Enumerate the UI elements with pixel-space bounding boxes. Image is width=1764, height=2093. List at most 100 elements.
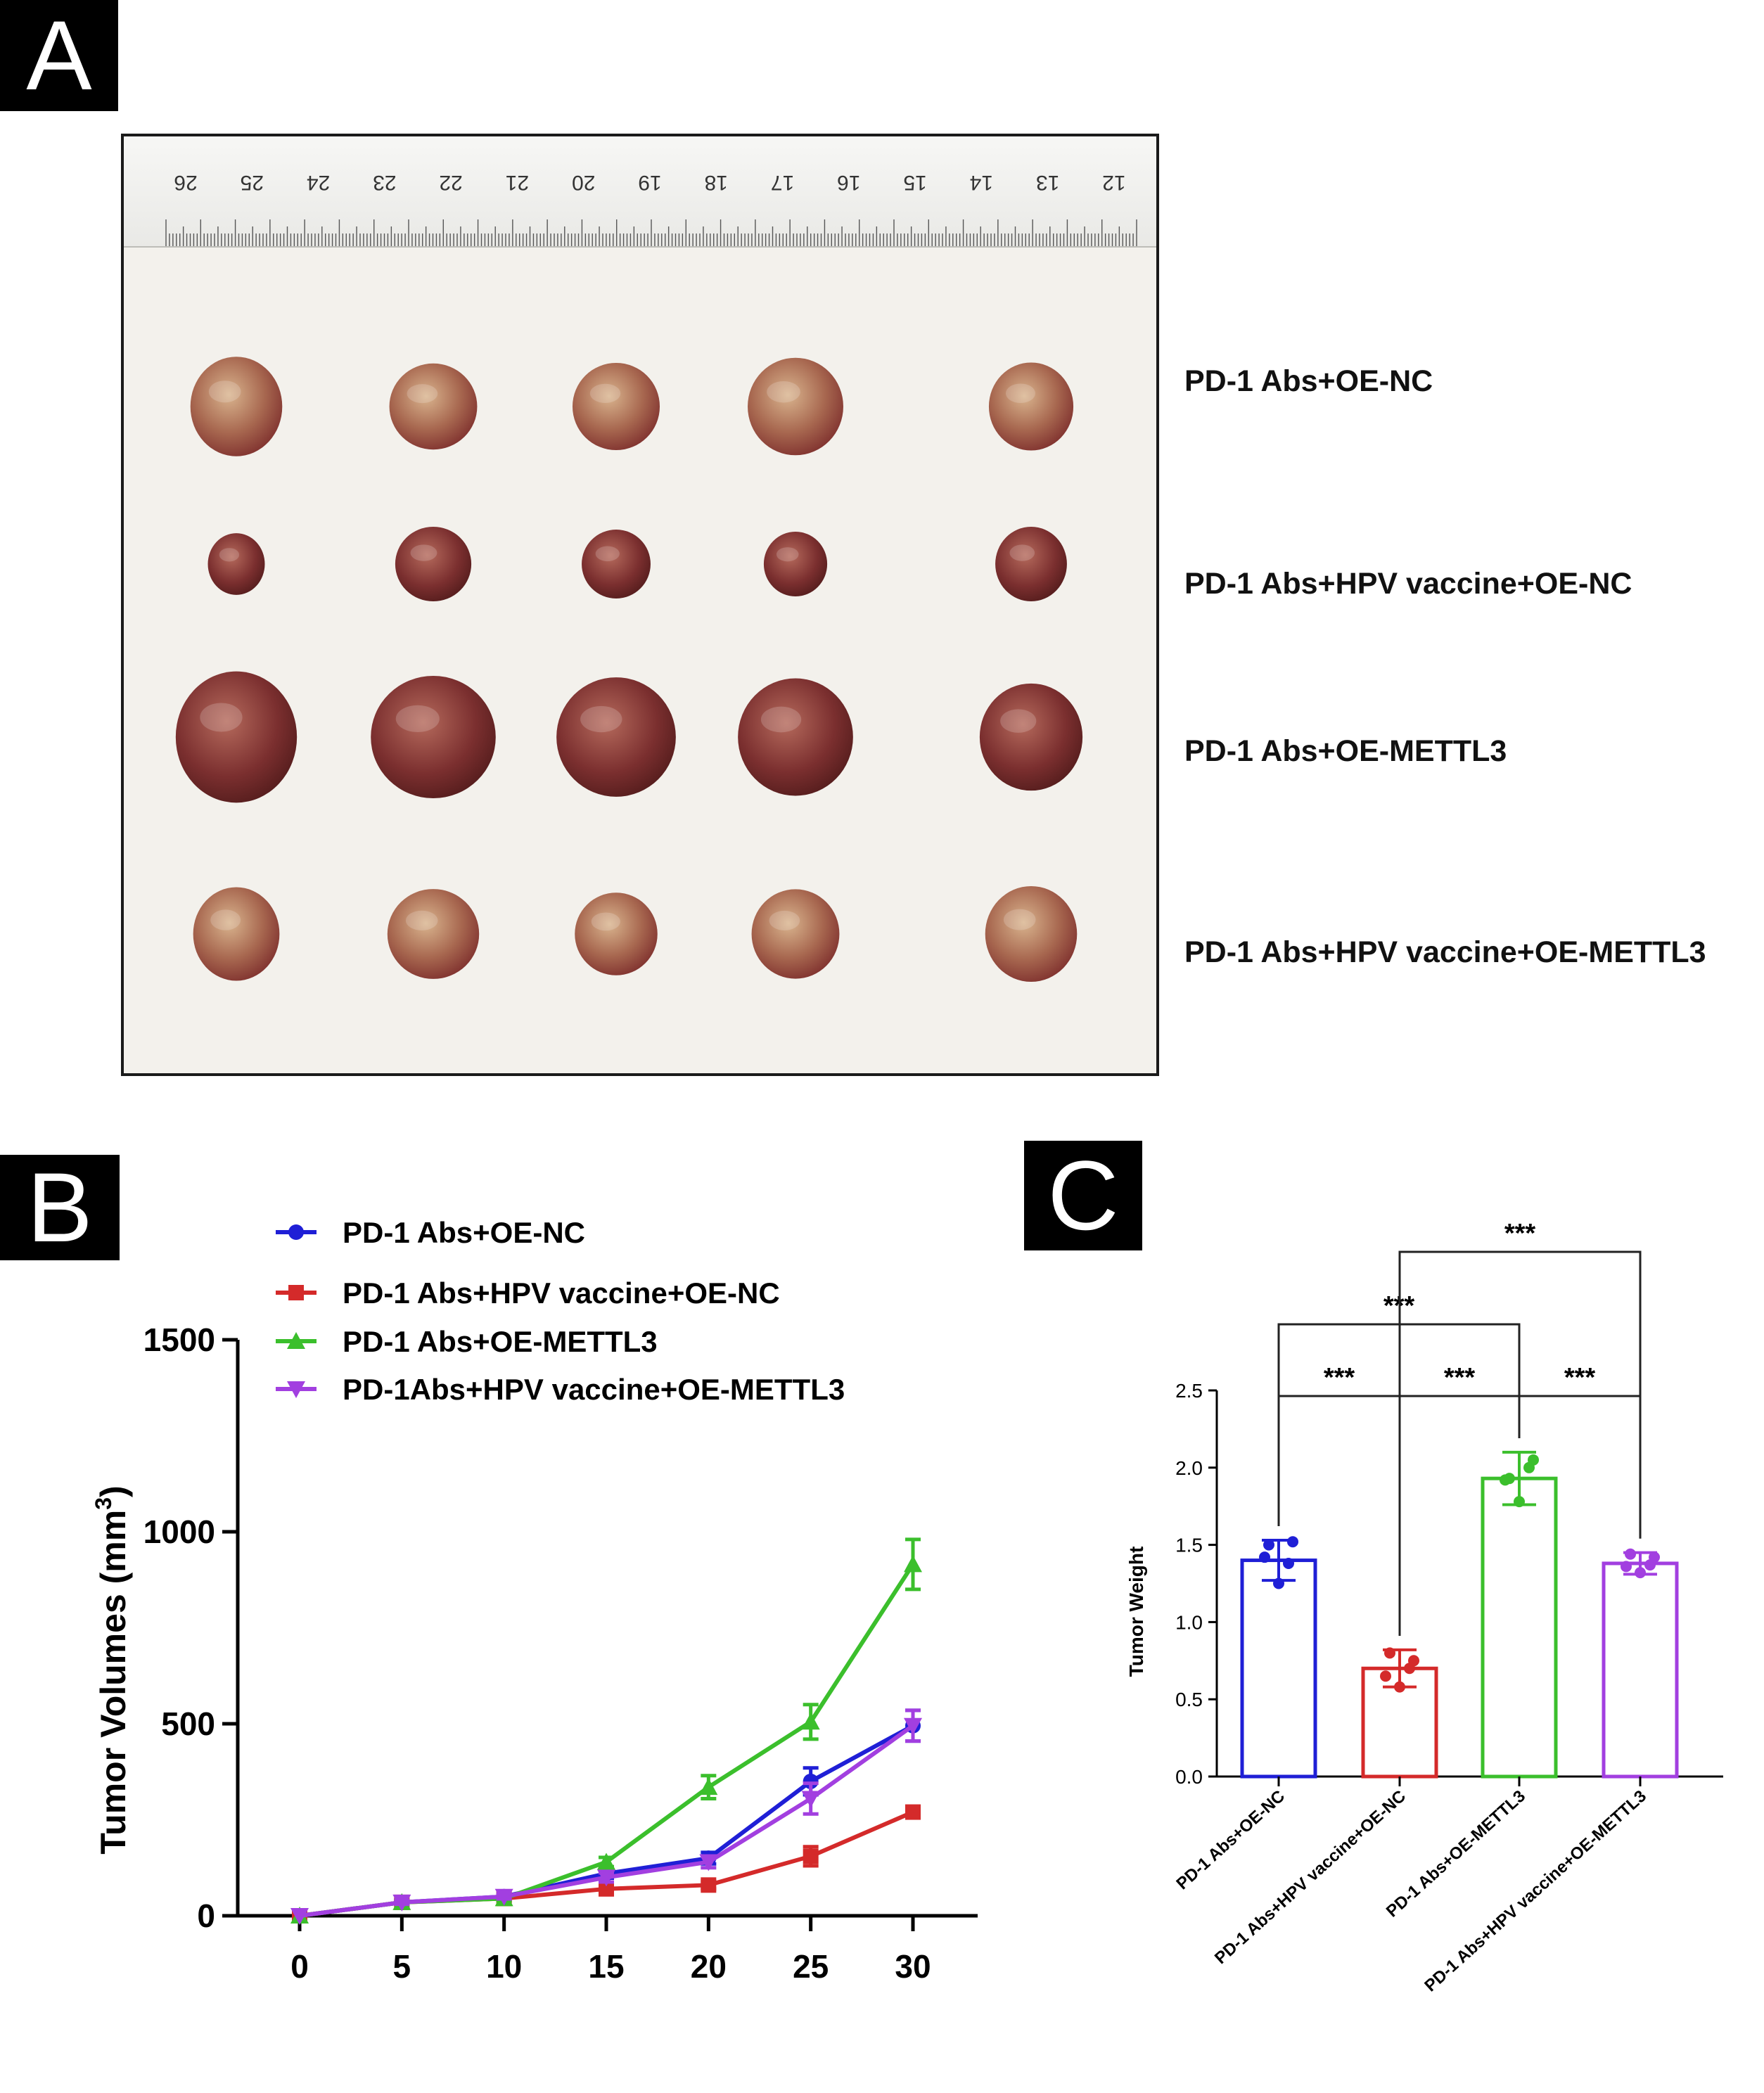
tumor-body xyxy=(748,357,843,456)
bracket-line xyxy=(1518,1395,1642,1539)
tumor-highlight xyxy=(580,705,622,733)
significance-label: *** xyxy=(1324,1363,1355,1393)
panel-a-label: A xyxy=(0,0,118,111)
ruler-number: 20 xyxy=(572,171,595,194)
tumor-body xyxy=(572,362,660,451)
significance-bracket-5: *** xyxy=(1398,1219,1642,1636)
tumor-highlight xyxy=(1005,383,1036,403)
tumor-body xyxy=(763,532,828,596)
tumor-highlight xyxy=(591,912,620,931)
data-point xyxy=(1408,1655,1419,1667)
ruler-number: 25 xyxy=(241,171,264,194)
tumor-highlight xyxy=(767,380,800,403)
tumor-highlight xyxy=(219,548,240,562)
y-tick-label: 2.0 xyxy=(1175,1457,1203,1479)
bar xyxy=(1602,1561,1679,1779)
x-tick-label: 10 xyxy=(486,1948,522,1985)
data-point xyxy=(290,1908,309,1925)
tumor-highlight xyxy=(395,705,440,733)
significance-bracket-2: *** xyxy=(1398,1363,1521,1636)
data-point xyxy=(392,1894,411,1912)
tumor-highlight xyxy=(589,383,621,404)
tumor-sample xyxy=(387,889,480,979)
tumor-highlight xyxy=(769,910,800,930)
tumor-highlight xyxy=(405,910,438,930)
data-point xyxy=(1528,1454,1539,1466)
ruler: 26 25 24 23 22 21 20 19 18 17 16 15 14 13 12 xyxy=(124,136,1156,248)
data-point xyxy=(905,1804,921,1820)
ruler-ticks: 26 25 24 23 22 21 20 19 18 17 16 15 14 13 12 xyxy=(165,171,1137,246)
y-tick-label: 2.5 xyxy=(1175,1380,1203,1402)
ruler-number: 14 xyxy=(970,171,993,194)
legend-label: PD-1Abs+HPV vaccine+OE-METTL3 xyxy=(343,1373,845,1406)
tumor-body xyxy=(190,357,283,456)
ruler-number: 23 xyxy=(373,171,396,194)
data-point xyxy=(597,1852,615,1870)
data-point xyxy=(1625,1548,1636,1560)
bracket-line xyxy=(1277,1395,1401,1636)
data-point xyxy=(801,1713,820,1730)
data-point xyxy=(1394,1681,1405,1693)
tumor-body xyxy=(175,671,298,803)
ruler-number: 13 xyxy=(1036,171,1059,194)
ruler-number: 12 xyxy=(1102,171,1125,194)
data-point xyxy=(803,1773,819,1789)
tumor-sample xyxy=(207,533,265,595)
legend-item-3: PD-1 Abs+OE-METTL3 xyxy=(276,1325,658,1358)
data-point xyxy=(1635,1567,1646,1579)
data-point xyxy=(1384,1647,1395,1659)
legend-marker xyxy=(287,1332,305,1349)
tumor-sample xyxy=(763,532,828,596)
x-tick-label: 30 xyxy=(895,1948,931,1985)
data-point xyxy=(1514,1496,1525,1508)
tumor-highlight xyxy=(1003,909,1036,930)
row-label-3: PD-1 Abs+OE-METTL3 xyxy=(1184,734,1507,768)
data-point xyxy=(1649,1551,1660,1563)
tumor-weight-bar-chart: 0.0 0.5 1.0 1.5 2.0 2.5 Tumor Weight PD-1 Abs+O… xyxy=(1125,1219,1723,1995)
tumor-sample xyxy=(175,671,298,803)
data-point xyxy=(699,1854,718,1871)
y-tick-label: 1.0 xyxy=(1175,1611,1203,1633)
tumor-sample xyxy=(751,889,840,979)
tumor-body xyxy=(207,533,265,595)
tumor-body xyxy=(738,678,853,796)
y-axis-label: Tumor Weight xyxy=(1125,1547,1147,1677)
tumor-sample xyxy=(575,892,658,975)
tumor-highlight xyxy=(407,384,438,404)
y-tick-label: 500 xyxy=(161,1705,215,1742)
data-point xyxy=(599,1881,614,1897)
row-label-4: PD-1 Abs+HPV vaccine+OE-METTL3 xyxy=(1184,935,1706,969)
bar-group-1: PD-1 Abs+OE-NC xyxy=(1172,1536,1317,1893)
tumor-sample xyxy=(556,677,676,797)
tumor-highlight xyxy=(1009,544,1035,561)
ruler-number: 17 xyxy=(771,171,794,194)
ruler-number: 16 xyxy=(837,171,860,194)
significance-bracket-1: *** xyxy=(1277,1363,1401,1636)
data-point xyxy=(1287,1536,1298,1548)
data-point xyxy=(904,1555,922,1573)
tumor-grid xyxy=(175,357,1083,982)
ruler-number: 21 xyxy=(506,171,529,194)
bracket-line xyxy=(1398,1250,1642,1636)
tumor-highlight xyxy=(776,547,799,562)
tumor-body xyxy=(395,526,472,602)
y-tick-label: 0 xyxy=(197,1897,215,1934)
row-label-2: PD-1 Abs+HPV vaccine+OE-NC xyxy=(1184,567,1632,601)
x-tick-label: PD-1 Abs+HPV vaccine+OE-NC xyxy=(1211,1786,1410,1968)
tumor-sample xyxy=(371,675,496,799)
tumor-sample xyxy=(193,887,280,981)
tumor-volume-line-chart: 0 500 1000 1500 0 5 10 15 20 25 30 Tumor Volumes (m… xyxy=(91,1216,978,1985)
data-point xyxy=(1259,1551,1270,1563)
bracket-line xyxy=(1398,1395,1521,1636)
tumor-highlight xyxy=(208,380,241,403)
significance-bracket-3: *** xyxy=(1518,1363,1642,1539)
tumor-sample xyxy=(389,363,478,450)
data-point xyxy=(494,1888,513,1906)
ruler-number: 24 xyxy=(307,171,330,194)
tumor-body xyxy=(371,675,496,799)
ruler-number: 15 xyxy=(903,171,926,194)
tumor-body xyxy=(387,889,480,979)
bar-group-2: PD-1 Abs+HPV vaccine+OE-NC xyxy=(1211,1647,1438,1968)
y-axis-label: Tumor Volumes (mm3) xyxy=(91,1485,133,1854)
data-point xyxy=(699,1778,718,1796)
